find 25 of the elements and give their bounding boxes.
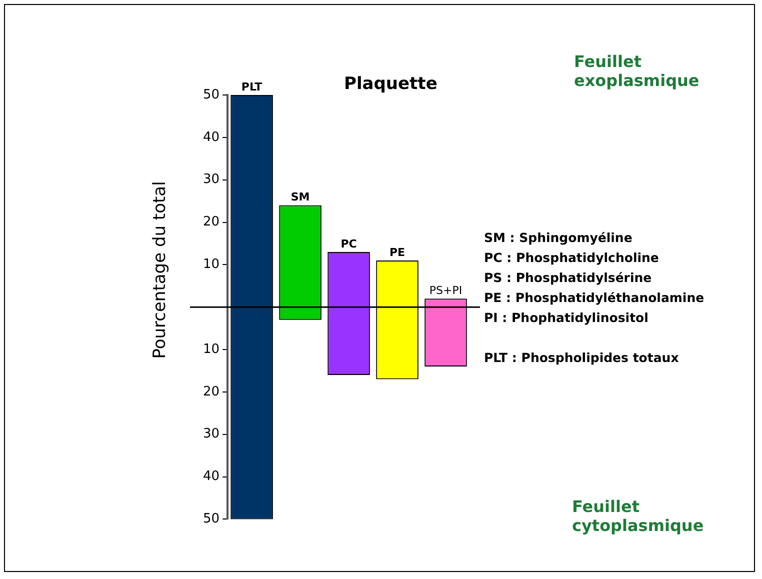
text: PI : Phophatidylinositol [484, 310, 648, 325]
x-tick-label: PC [340, 237, 357, 250]
y-axis-title: Pourcentage du total [150, 181, 170, 359]
x-tick-label: PLT [241, 80, 263, 94]
y-tick-label: 40 [202, 130, 220, 145]
y-tick-label: 20 [202, 384, 220, 400]
y-tick-label: 20 [202, 214, 220, 230]
y-tick-label: 40 [202, 469, 220, 484]
y-tick-label: 50 [202, 87, 220, 102]
text: PLT : Phospholipides totaux [484, 350, 679, 365]
y-tick-label: 30 [202, 426, 220, 442]
text: PE : Phosphatidyléthanolamine [484, 290, 704, 305]
y-tick-label: 10 [202, 342, 220, 357]
y-tick-label: 10 [202, 257, 220, 272]
x-tick-label: PE [389, 246, 406, 259]
text: SM : Sphingomyéline [484, 230, 632, 245]
text: Feuillet exoplasmique [574, 52, 700, 90]
chart-title: Plaquette [344, 74, 438, 94]
x-tick-label: SM [290, 190, 310, 204]
text: Feuillet cytoplasmique [572, 497, 705, 535]
text: PC : Phosphatidylcholine [484, 250, 659, 265]
y-tick-label: 50 [202, 512, 220, 527]
x-tick-label: PS+PI [429, 284, 462, 297]
text: PS : Phosphatidylsérine [484, 270, 652, 285]
y-tick-label: 30 [202, 172, 220, 188]
